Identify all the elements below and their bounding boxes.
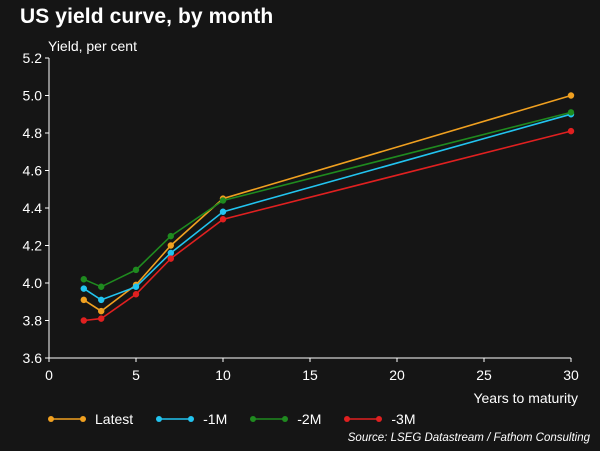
- chart-series: [80, 92, 575, 324]
- data-point-3m: [80, 317, 88, 324]
- chart-axes: 3.6 3.8 4.0 4.2 4.4 4.6 4.8 5.0 5.2 0 5 10 15 20 25 30: [23, 50, 579, 383]
- y-tick-label: 4.2: [23, 238, 43, 254]
- series-line-latest: [83, 94, 572, 313]
- data-point-3m: [98, 315, 105, 322]
- legend-label-1m: -1M: [203, 411, 228, 427]
- legend-item-1m: -1M: [155, 411, 227, 427]
- y-tick-label: 4.0: [23, 275, 43, 291]
- data-point-2m: [80, 276, 88, 283]
- data-point-3m: [132, 291, 140, 298]
- series-line-1m: [83, 113, 572, 301]
- data-point-1m: [80, 285, 88, 292]
- legend-item-3m: -3M: [343, 411, 416, 427]
- y-tick-label: 3.6: [23, 350, 43, 366]
- data-point-3m: [567, 127, 575, 135]
- data-point-3m: [219, 216, 227, 223]
- chart-title: US yield curve, by month: [20, 5, 274, 28]
- data-point-latest: [98, 307, 105, 315]
- data-point-2m: [567, 109, 575, 116]
- x-tick-label: 10: [215, 367, 231, 383]
- x-tick-label: 15: [302, 367, 318, 383]
- x-tick-label: 0: [45, 367, 53, 383]
- data-point-1m: [167, 249, 174, 257]
- data-point-latest: [567, 92, 575, 99]
- legend-swatch-2m: [250, 416, 289, 422]
- legend-item-latest: Latest: [47, 411, 133, 427]
- legend-label-latest: Latest: [95, 411, 134, 427]
- data-point-latest: [80, 296, 88, 304]
- legend-swatch-3m: [344, 416, 383, 422]
- data-point-2m: [98, 283, 105, 290]
- x-tick-label: 30: [563, 367, 579, 383]
- legend-swatch-latest: [48, 416, 86, 422]
- data-point-2m: [167, 232, 174, 240]
- x-tick-label: 20: [389, 367, 405, 383]
- source-note: Source: LSEG Datastream / Fathom Consult…: [347, 432, 590, 444]
- y-tick-label: 4.6: [23, 163, 43, 179]
- y-tick-label: 4.8: [23, 125, 43, 141]
- x-axis-label: Years to maturity: [473, 390, 578, 406]
- y-tick-label: 5.0: [23, 88, 43, 104]
- y-tick-label: 5.2: [23, 50, 43, 66]
- series-line-3m: [83, 130, 572, 322]
- chart-legend: Latest -1M -2M -3M: [47, 411, 438, 427]
- data-point-1m: [98, 296, 105, 304]
- data-point-1m: [219, 208, 227, 215]
- legend-label-2m: -2M: [297, 411, 322, 427]
- data-point-latest: [167, 242, 174, 249]
- data-point-2m: [132, 266, 140, 274]
- y-axis-label: Yield, per cent: [48, 38, 137, 54]
- data-point-3m: [167, 255, 174, 262]
- y-tick-label: 3.8: [23, 313, 43, 329]
- x-tick-label: 5: [132, 367, 140, 383]
- legend-label-3m: -3M: [391, 411, 416, 427]
- x-tick-label: 25: [476, 367, 492, 383]
- legend-item-2m: -2M: [249, 411, 321, 427]
- y-tick-label: 4.4: [23, 200, 43, 216]
- data-point-2m: [219, 197, 227, 204]
- data-point-1m: [132, 283, 140, 290]
- legend-swatch-1m: [156, 416, 195, 422]
